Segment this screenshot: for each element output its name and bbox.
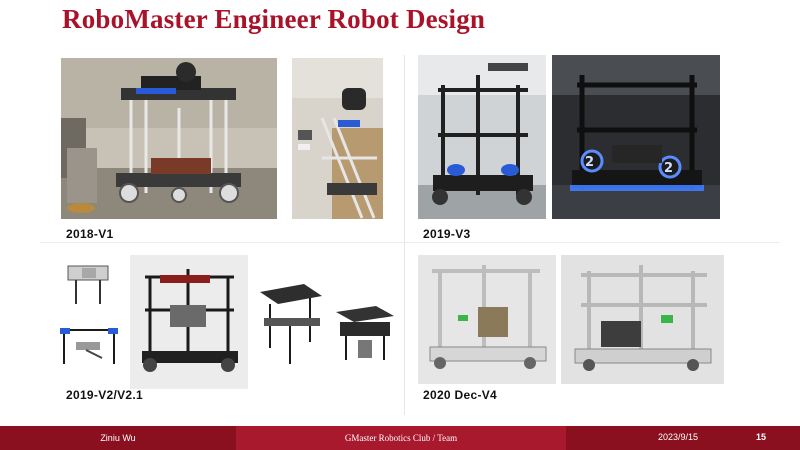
robot-photo-2019-v3-lab: [418, 55, 546, 219]
caption-2018-v1: 2018-V1: [66, 227, 114, 241]
caption-2020-v4: 2020 Dec-V4: [423, 388, 498, 402]
footer-author-section: Ziniu Wu: [0, 426, 236, 450]
robot-render-v2-lift-module: [56, 260, 126, 308]
svg-text:2: 2: [585, 155, 594, 170]
robot-photo-2018-v1-front: [61, 58, 277, 219]
svg-text:2: 2: [664, 161, 673, 176]
robot-render-v2-chassis: [56, 320, 126, 368]
robot-render-v2-1-lower: [330, 300, 400, 372]
quadrant-divider-horizontal: [40, 242, 780, 243]
slide-footer: Ziniu Wu GMaster Robotics Club / Team 20…: [0, 426, 800, 450]
robot-render-v2-full: [130, 255, 248, 389]
footer-organization-section: GMaster Robotics Club / Team: [236, 426, 566, 450]
footer-author: Ziniu Wu: [100, 433, 136, 443]
footer-organization: GMaster Robotics Club / Team: [344, 433, 458, 443]
footer-meta-section: 2023/9/15 15: [566, 426, 800, 450]
slide-title: RoboMaster Engineer Robot Design: [62, 4, 486, 34]
caption-2019-v2: 2019-V2/V2.1: [66, 388, 143, 402]
robot-photo-2019-v3-dark: 2 2: [552, 55, 720, 219]
quadrant-divider-vertical: [404, 55, 405, 415]
robot-photo-2018-v1-side: [292, 58, 383, 219]
footer-date: 2023/9/15: [658, 432, 699, 442]
robot-render-v4-angle-b: [561, 255, 724, 384]
robot-render-v4-angle-a: [418, 255, 556, 384]
footer-page-number: 15: [756, 432, 767, 442]
robot-render-v2-1-upper: [252, 278, 328, 368]
caption-2019-v3: 2019-V3: [423, 227, 471, 241]
